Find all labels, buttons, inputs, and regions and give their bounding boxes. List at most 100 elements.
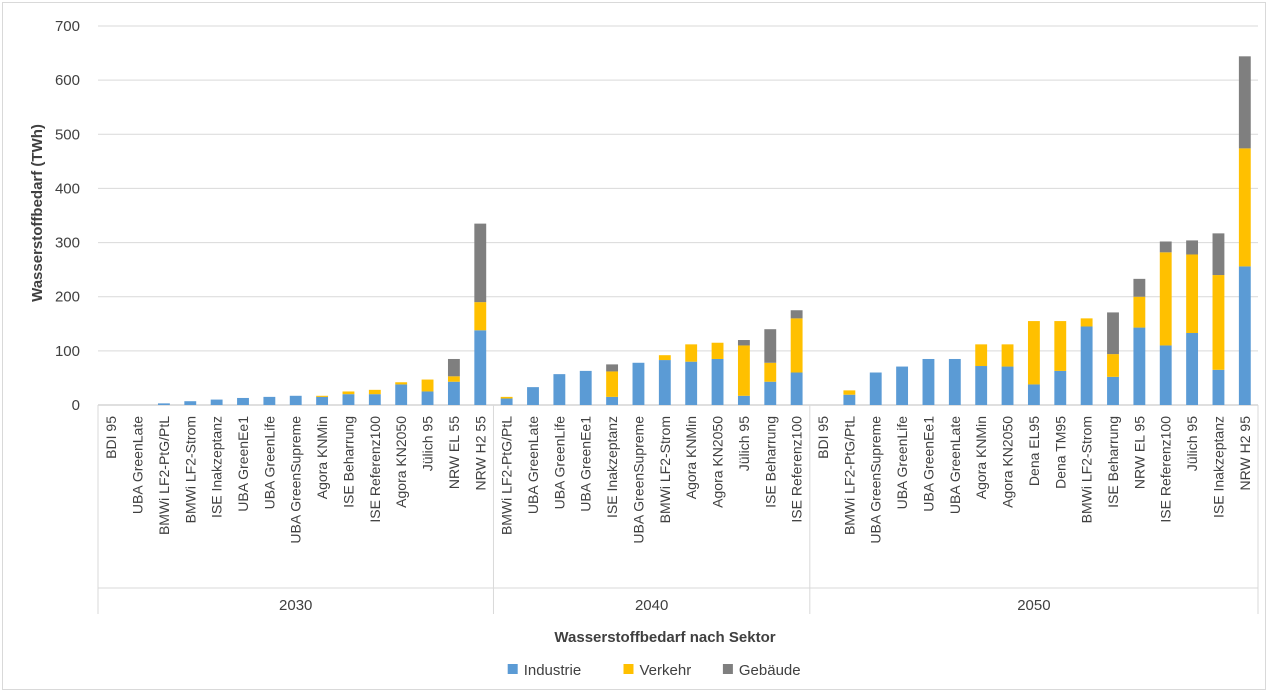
- bar-segment-industrie: [1212, 369, 1225, 405]
- bar-segment-verkehr: [1238, 148, 1251, 267]
- bar-segment-industrie: [1027, 384, 1040, 405]
- x-tick-label: Jülich 95: [420, 416, 436, 471]
- bar-segment-industrie: [1238, 266, 1251, 405]
- x-tick-label: Dena EL95: [1026, 416, 1042, 486]
- bar-segment-verkehr: [342, 391, 355, 395]
- y-tick-label: 200: [55, 289, 80, 306]
- bar-segment-gebäude: [1212, 233, 1225, 276]
- bar-segment-gebäude: [1133, 278, 1146, 297]
- bar-segment-industrie: [948, 358, 961, 405]
- x-tick-label: NRW EL 95: [1131, 416, 1147, 489]
- bar-segment-verkehr: [1027, 321, 1040, 385]
- y-tick-label: 300: [55, 235, 80, 252]
- bar-segment-verkehr: [447, 376, 460, 382]
- legend-label: Industrie: [524, 662, 582, 679]
- bar-segment-industrie: [606, 396, 619, 405]
- bar-segment-industrie: [1107, 376, 1119, 405]
- bar-segment-industrie: [342, 394, 355, 405]
- x-tick-label: UBA GreenSupreme: [288, 416, 304, 544]
- bar-segment-industrie: [1080, 326, 1093, 405]
- x-tick-label: UBA GreenLate: [525, 416, 541, 514]
- x-tick-label: ISE Inakzeptanz: [209, 416, 225, 518]
- bar-segment-verkehr: [975, 344, 988, 367]
- bar-segment-industrie: [553, 374, 566, 405]
- legend-swatch-verkehr: [623, 664, 634, 674]
- bar-segment-verkehr: [711, 342, 724, 359]
- bar-segment-industrie: [1186, 332, 1199, 405]
- x-tick-label: ISE Referenz100: [367, 416, 383, 523]
- y-axis-title: Wasserstoffbedarf (TWh): [29, 124, 46, 302]
- x-tick-label: BMWi LF2-Strom: [657, 416, 673, 523]
- bar-segment-verkehr: [1186, 254, 1199, 333]
- bar-segment-industrie: [975, 366, 988, 405]
- x-tick-label: BDI 95: [815, 416, 831, 459]
- y-tick-label: 400: [55, 180, 80, 197]
- bar-segment-industrie: [1133, 327, 1146, 405]
- x-tick-label: Jülich 95: [736, 416, 752, 471]
- bar-segment-industrie: [658, 360, 671, 405]
- legend: Industrie Verkehr Gebäude: [507, 662, 801, 679]
- bar-segment-industrie: [790, 372, 803, 405]
- x-tick-label: UBA GreenEe1: [578, 416, 594, 512]
- bar-segment-industrie: [289, 395, 302, 405]
- x-tick-label: Agora KNMin: [683, 416, 699, 499]
- bar-segment-verkehr: [1001, 344, 1014, 367]
- bar-segment-gebäude: [764, 329, 777, 363]
- legend-label: Verkehr: [640, 662, 692, 679]
- bar-segment-industrie: [764, 381, 777, 405]
- bar-segment-gebäude: [737, 340, 750, 346]
- bar-segment-industrie: [1054, 370, 1067, 405]
- bar-segment-gebäude: [1159, 241, 1172, 253]
- bar-segment-industrie: [157, 403, 170, 405]
- x-tick-label: Agora KNMin: [973, 416, 989, 499]
- bar-segment-verkehr: [1080, 318, 1093, 327]
- group-label: 2040: [635, 597, 668, 614]
- x-tick-label: UBA GreenEe1: [235, 416, 251, 512]
- x-tick-label: ISE Referenz100: [789, 416, 805, 523]
- bar-segment-verkehr: [764, 362, 777, 382]
- bar-segment-industrie: [263, 396, 276, 405]
- x-tick-label: UBA GreenLate: [947, 416, 963, 514]
- bar-segment-gebäude: [790, 310, 803, 319]
- x-tick-label: BMWi LF2-PtG/PtL: [499, 416, 515, 535]
- y-axis-ticks: 0 100 200 300 400 500 600 700: [55, 18, 80, 414]
- x-tick-label: ISE Referenz100: [1158, 416, 1174, 523]
- bar-segment-gebäude: [447, 358, 460, 377]
- x-tick-label: ISE Beharrung: [762, 416, 778, 508]
- x-tick-label: Dena TM95: [1052, 416, 1068, 489]
- bar-segment-industrie: [896, 366, 909, 405]
- bar-segment-verkehr: [790, 318, 803, 373]
- x-tick-label: UBA GreenEe1: [920, 416, 936, 512]
- x-tick-label: ISE Beharrung: [1105, 416, 1121, 508]
- gridlines: [98, 25, 1258, 406]
- bar-segment-verkehr: [421, 379, 434, 392]
- bar-segment-verkehr: [1054, 321, 1067, 371]
- bar-segment-gebäude: [1186, 240, 1199, 255]
- legend-label: Gebäude: [739, 662, 801, 679]
- bar-segment-verkehr: [1212, 275, 1225, 370]
- bar-segment-gebäude: [474, 223, 487, 303]
- x-tick-label: BMWi LF2-Strom: [182, 416, 198, 523]
- x-tick-label: Agora KN2050: [1000, 416, 1016, 508]
- bar-segment-verkehr: [395, 382, 408, 385]
- bar-segment-verkehr: [843, 390, 856, 395]
- y-tick-label: 600: [55, 72, 80, 89]
- bar-segment-gebäude: [1238, 56, 1251, 149]
- bar-segment-gebäude: [606, 364, 619, 372]
- bar-segment-verkehr: [500, 396, 513, 399]
- x-tick-label: NRW H2 95: [1237, 416, 1253, 491]
- x-tick-label: UBA GreenLife: [551, 416, 567, 510]
- bar-segment-gebäude: [1107, 312, 1119, 355]
- x-tick-label: UBA GreenLife: [261, 416, 277, 510]
- bar-segment-industrie: [632, 362, 645, 405]
- y-tick-label: 500: [55, 126, 80, 143]
- x-tick-label: BMWi LF2-Strom: [1079, 416, 1095, 523]
- bar-segment-verkehr: [737, 345, 750, 396]
- x-tick-label: Jülich 95: [1184, 416, 1200, 471]
- bar-segment-industrie: [1001, 366, 1014, 405]
- bar-segment-industrie: [474, 330, 487, 405]
- bar-segment-industrie: [237, 397, 249, 405]
